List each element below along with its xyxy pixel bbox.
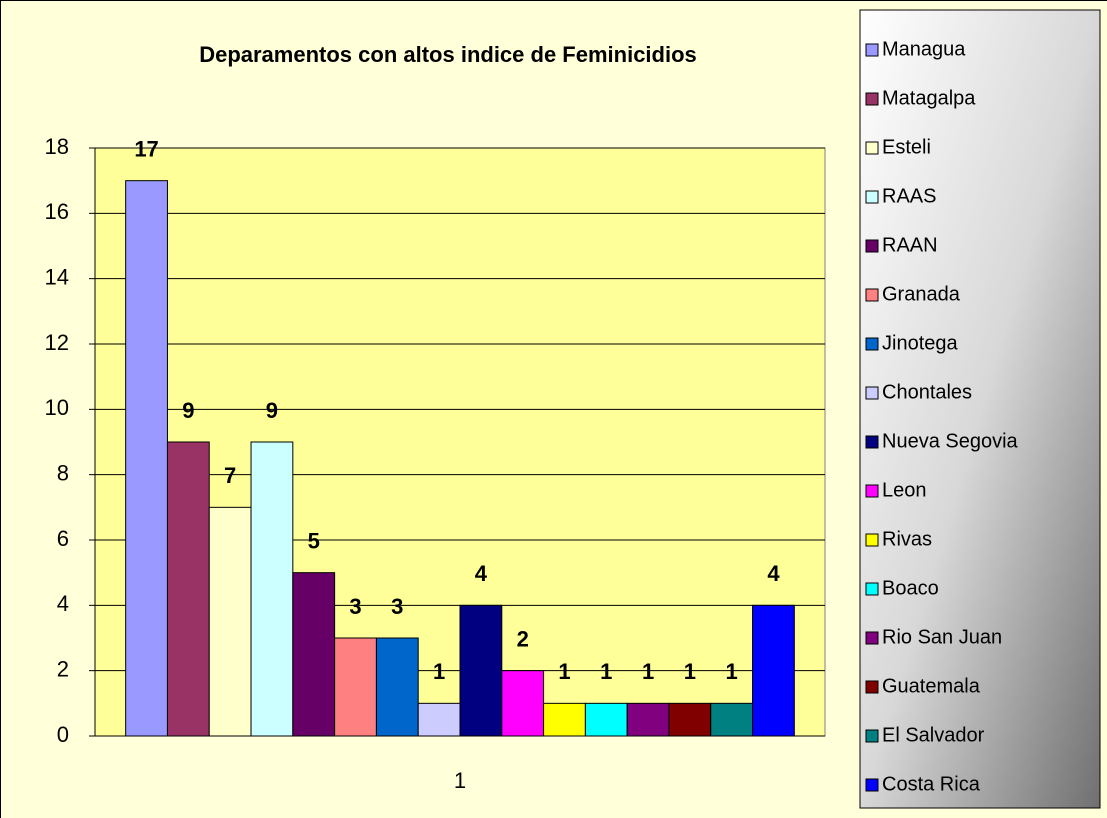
data-label: 1 [558, 659, 570, 684]
legend-label: Leon [882, 479, 927, 501]
legend-swatch [865, 582, 879, 596]
y-tick-label: 0 [57, 722, 69, 747]
y-tick-label: 8 [57, 460, 69, 485]
legend-label: Nueva Segovia [882, 430, 1019, 452]
legend-label: Managua [882, 38, 966, 60]
legend-swatch [865, 484, 879, 498]
bar [166, 441, 210, 737]
data-label: 4 [475, 561, 488, 586]
x-tick-label: 1 [454, 768, 466, 793]
y-tick-label: 6 [57, 526, 69, 551]
data-label: 2 [517, 626, 529, 651]
legend-label: Jinotega [882, 332, 958, 354]
y-tick-label: 18 [45, 134, 69, 159]
legend-label: Chontales [882, 381, 972, 403]
legend-swatch [865, 92, 879, 106]
data-label: 3 [391, 594, 403, 619]
data-label: 1 [726, 659, 738, 684]
legend-swatch [865, 141, 879, 155]
y-tick-label: 10 [45, 395, 69, 420]
legend-swatch [865, 239, 879, 253]
legend-label: RAAN [882, 234, 938, 256]
legend-label: Guatemala [882, 675, 981, 697]
legend-label: Boaco [882, 577, 939, 599]
y-tick-label: 4 [57, 591, 69, 616]
legend-label: El Salvador [882, 724, 985, 746]
legend-label: Rivas [882, 528, 932, 550]
data-label: 1 [642, 659, 654, 684]
bar [626, 702, 670, 737]
bar [292, 572, 336, 737]
legend-swatch [865, 778, 879, 792]
y-tick-label: 14 [45, 264, 69, 289]
legend-label: Rio San Juan [882, 626, 1002, 648]
legend-box [859, 9, 1101, 809]
bar [250, 441, 294, 737]
bar [501, 670, 545, 737]
y-tick-label: 16 [45, 199, 69, 224]
bar [459, 604, 503, 737]
legend-swatch [865, 190, 879, 204]
bar [584, 702, 628, 737]
data-label: 1 [433, 659, 445, 684]
legend-label: Granada [882, 283, 961, 305]
bar [710, 702, 754, 737]
data-label: 3 [349, 594, 361, 619]
data-label: 17 [134, 136, 158, 161]
data-label: 1 [684, 659, 696, 684]
data-label: 1 [600, 659, 612, 684]
data-label: 5 [308, 528, 320, 553]
bar [417, 702, 461, 737]
legend-swatch [865, 533, 879, 547]
bar [125, 180, 168, 737]
bar [668, 702, 712, 737]
y-tick-label: 2 [57, 656, 69, 681]
legend-label: Costa Rica [882, 773, 981, 795]
bar [543, 702, 586, 737]
legend-swatch [865, 631, 879, 645]
legend-label: Esteli [882, 136, 931, 158]
data-label: 9 [266, 398, 278, 423]
chart-title: Deparamentos con altos indice de Feminic… [199, 42, 697, 67]
legend-label: RAAS [882, 185, 936, 207]
legend-swatch [865, 43, 879, 57]
legend-label: Matagalpa [882, 87, 976, 109]
data-label: 7 [224, 463, 236, 488]
legend-swatch [865, 680, 879, 694]
legend-swatch [865, 337, 879, 351]
bar [752, 604, 795, 737]
legend-swatch [865, 435, 879, 449]
data-label: 4 [767, 561, 780, 586]
bar [375, 637, 419, 737]
data-label: 9 [182, 398, 194, 423]
legend-swatch [865, 729, 879, 743]
legend-swatch [865, 288, 879, 302]
legend-swatch [865, 386, 879, 400]
bar [208, 506, 252, 737]
y-tick-label: 12 [45, 330, 69, 355]
bar [334, 637, 377, 737]
